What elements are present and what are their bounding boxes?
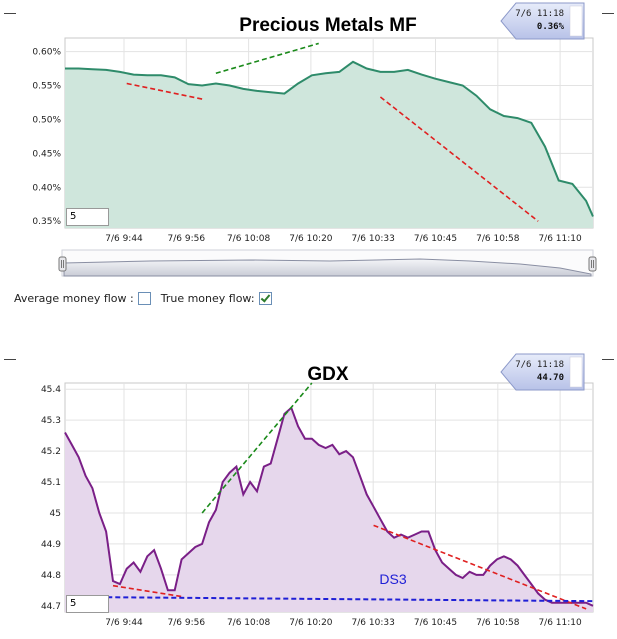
- tooltip-arrow-icon-gdx: [500, 353, 585, 391]
- x-tick-label: 7/6 9:44: [105, 234, 143, 244]
- x-tick-label: 7/6 10:58: [476, 234, 520, 244]
- x-tick-label: 7/6 10:58: [476, 618, 520, 628]
- trendline: [379, 96, 539, 222]
- x-tick-label: 7/6 9:56: [168, 618, 206, 628]
- y-tick-label: 0.35%: [32, 217, 61, 227]
- trendline: [215, 42, 319, 75]
- gdx-panel: 45.4 45.3 45.2 45.1 45 44.9 44.8 44.7 7/6 9:44 7/…: [0, 340, 617, 639]
- value-tooltip: 7/6 11:18 0.36%: [500, 2, 586, 40]
- y-tick-label: 45.4: [41, 385, 61, 395]
- trendline: [201, 382, 313, 514]
- x-tick-label: 7/6 11:10: [538, 618, 582, 628]
- y-tick-label: 44.7: [41, 602, 61, 612]
- y-tick-label: 45.1: [41, 478, 61, 488]
- x-tick-label: 7/6 10:33: [352, 618, 395, 628]
- tooltip-value: 0.36%: [536, 22, 564, 32]
- y-tick-label: 0.50%: [32, 115, 61, 125]
- chart-title: Precious Metals MF: [239, 15, 416, 36]
- y-tick-label: 0.40%: [32, 183, 61, 193]
- x-tick-label: 7/6 9:56: [168, 234, 206, 244]
- trendline: [126, 82, 203, 100]
- x-tick-label: 7/6 10:08: [227, 618, 271, 628]
- gdx-period-input[interactable]: 5: [66, 595, 109, 613]
- true-money-flow-checkbox[interactable]: [258, 292, 272, 305]
- precious-metals-panel: 0.60% 0.55% 0.50% 0.45% 0.40% 0.35% 7/6 9:44 7/…: [0, 0, 617, 305]
- money-flow-controls: Average money flow : True money flow:: [14, 292, 278, 305]
- collapse-icon-right[interactable]: [602, 13, 614, 14]
- series-line: [65, 60, 594, 217]
- y-tick-label: 0.45%: [32, 149, 61, 159]
- gdx-tooltip-date: 7/6 11:18: [515, 360, 564, 370]
- precious-metals-chart: 0.60% 0.55% 0.50% 0.45% 0.40% 0.35% 7/6 9:44 7/…: [32, 15, 594, 244]
- x-tick-label: 7/6 10:33: [352, 234, 395, 244]
- ds3-annotation: DS3: [379, 571, 406, 587]
- x-tick-label: 7/6 10:45: [414, 618, 457, 628]
- x-tick-label: 7/6 10:08: [227, 234, 271, 244]
- x-tick-label: 7/6 11:10: [538, 234, 582, 244]
- trendline: [99, 596, 594, 603]
- y-tick-label: 45: [50, 509, 61, 519]
- trendline: [112, 584, 182, 598]
- chart-title: GDX: [307, 364, 349, 385]
- y-tick-label: 44.9: [41, 540, 61, 550]
- navigator-right-handle[interactable]: [588, 256, 597, 272]
- collapse-icon[interactable]: [4, 13, 16, 14]
- collapse-icon-gdx[interactable]: [4, 359, 16, 360]
- average-money-flow-checkbox[interactable]: [137, 292, 151, 305]
- x-tick-label: 7/6 9:44: [105, 618, 143, 628]
- tooltip-date: 7/6 11:18: [515, 9, 564, 19]
- y-tick-label: 0.60%: [32, 48, 61, 58]
- series-line: [64, 406, 594, 607]
- x-tick-label: 7/6 10:20: [289, 234, 333, 244]
- y-tick-label: 45.3: [41, 416, 61, 426]
- series-area: [65, 407, 593, 612]
- gdx-tooltip-value: 44.70: [536, 373, 564, 383]
- navigator-left-handle[interactable]: [58, 256, 67, 272]
- gdx-chart: 45.4 45.3 45.2 45.1 45 44.9 44.8 44.7 7/6 9:44 7/…: [41, 364, 594, 628]
- series-area: [65, 61, 593, 228]
- trendline: [373, 524, 587, 610]
- x-tick-label: 7/6 10:20: [289, 618, 333, 628]
- range-navigator[interactable]: [0, 248, 617, 278]
- y-tick-label: 0.55%: [32, 82, 61, 92]
- period-input[interactable]: 5: [66, 208, 109, 226]
- true-money-flow-label: True money flow:: [160, 292, 255, 305]
- x-tick-label: 7/6 10:45: [414, 234, 457, 244]
- y-tick-label: 44.8: [41, 571, 61, 581]
- tooltip-arrow-icon: [500, 2, 585, 40]
- collapse-icon-gdx-right[interactable]: [602, 359, 614, 360]
- average-money-flow-label: Average money flow :: [14, 292, 134, 305]
- gdx-value-tooltip: 7/6 11:18 44.70: [500, 353, 586, 391]
- y-tick-label: 45.2: [41, 447, 61, 457]
